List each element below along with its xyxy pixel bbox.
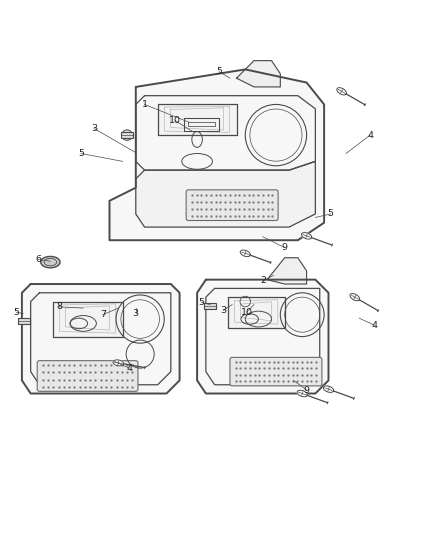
Polygon shape	[297, 390, 307, 397]
Polygon shape	[350, 294, 360, 301]
FancyBboxPatch shape	[230, 358, 322, 386]
Ellipse shape	[41, 256, 60, 268]
Text: 9: 9	[282, 243, 288, 252]
Polygon shape	[267, 258, 307, 284]
Polygon shape	[197, 280, 328, 393]
Polygon shape	[53, 302, 123, 336]
FancyBboxPatch shape	[186, 190, 278, 221]
Polygon shape	[337, 87, 346, 95]
Polygon shape	[136, 96, 315, 170]
Bar	[204, 303, 216, 309]
Polygon shape	[228, 297, 285, 328]
Ellipse shape	[122, 130, 132, 140]
Polygon shape	[158, 104, 237, 135]
Polygon shape	[301, 232, 312, 239]
Text: 2: 2	[260, 277, 266, 286]
Polygon shape	[110, 69, 324, 240]
Text: 7: 7	[100, 310, 106, 319]
Text: 4: 4	[126, 364, 132, 373]
Text: 4: 4	[367, 131, 373, 140]
Polygon shape	[136, 161, 315, 227]
Polygon shape	[206, 288, 320, 385]
Text: 4: 4	[371, 321, 378, 330]
Text: 5: 5	[78, 149, 84, 158]
FancyBboxPatch shape	[37, 361, 138, 391]
Polygon shape	[323, 386, 334, 392]
Text: 5: 5	[14, 308, 20, 317]
Polygon shape	[237, 61, 280, 87]
Text: 9: 9	[304, 385, 310, 394]
Text: 3: 3	[91, 124, 97, 133]
Text: 1: 1	[141, 100, 148, 109]
Bar	[18, 318, 30, 325]
Text: 5: 5	[328, 209, 334, 219]
Text: 10: 10	[169, 116, 181, 125]
Text: 10: 10	[240, 308, 253, 317]
Text: 5: 5	[198, 298, 205, 307]
Polygon shape	[113, 360, 124, 366]
Polygon shape	[22, 284, 180, 393]
Text: 3: 3	[220, 306, 226, 315]
Text: 5: 5	[216, 67, 222, 76]
Bar	[121, 132, 133, 138]
Polygon shape	[240, 250, 251, 256]
Polygon shape	[31, 293, 171, 385]
Text: 3: 3	[133, 309, 139, 318]
Text: 8: 8	[56, 302, 62, 311]
Text: 6: 6	[35, 255, 42, 264]
